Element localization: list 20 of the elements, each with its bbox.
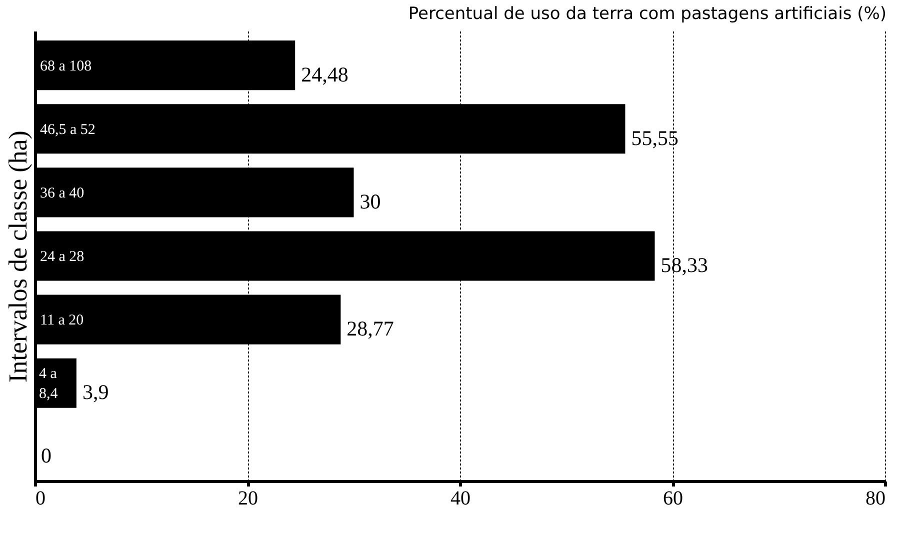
y-tick-label: 24 a 28 [40,249,84,265]
y-tick-label: 68 a 108 [40,58,92,74]
data-label: 55,55 [631,126,678,150]
x-tick-label: 80 [866,488,886,510]
data-label: 24,48 [301,62,348,86]
x-tick-label: 40 [450,488,470,510]
x-tick-label: 0 [36,488,46,510]
x-axis-title: Percentual de uso da terra com pastagens artificiais (%) [408,4,886,24]
y-axis-title: Intervalos de classe (ha) [4,130,32,382]
data-label: 28,77 [346,316,394,341]
x-tick-label: 20 [238,488,258,510]
y-tick-label: 36 a 40 [40,185,84,202]
data-label: 58,33 [660,253,708,277]
data-label: 30 [360,189,381,214]
data-label: 3,9 [82,380,109,404]
y-tick-label: 4 a 8,4 [39,366,58,402]
y-tick-label: 11 a 20 [40,312,84,329]
x-tick-label: 60 [663,488,683,510]
y-tick-label: 46,5 a 52 [40,122,96,138]
data-label: 0 [41,444,52,468]
